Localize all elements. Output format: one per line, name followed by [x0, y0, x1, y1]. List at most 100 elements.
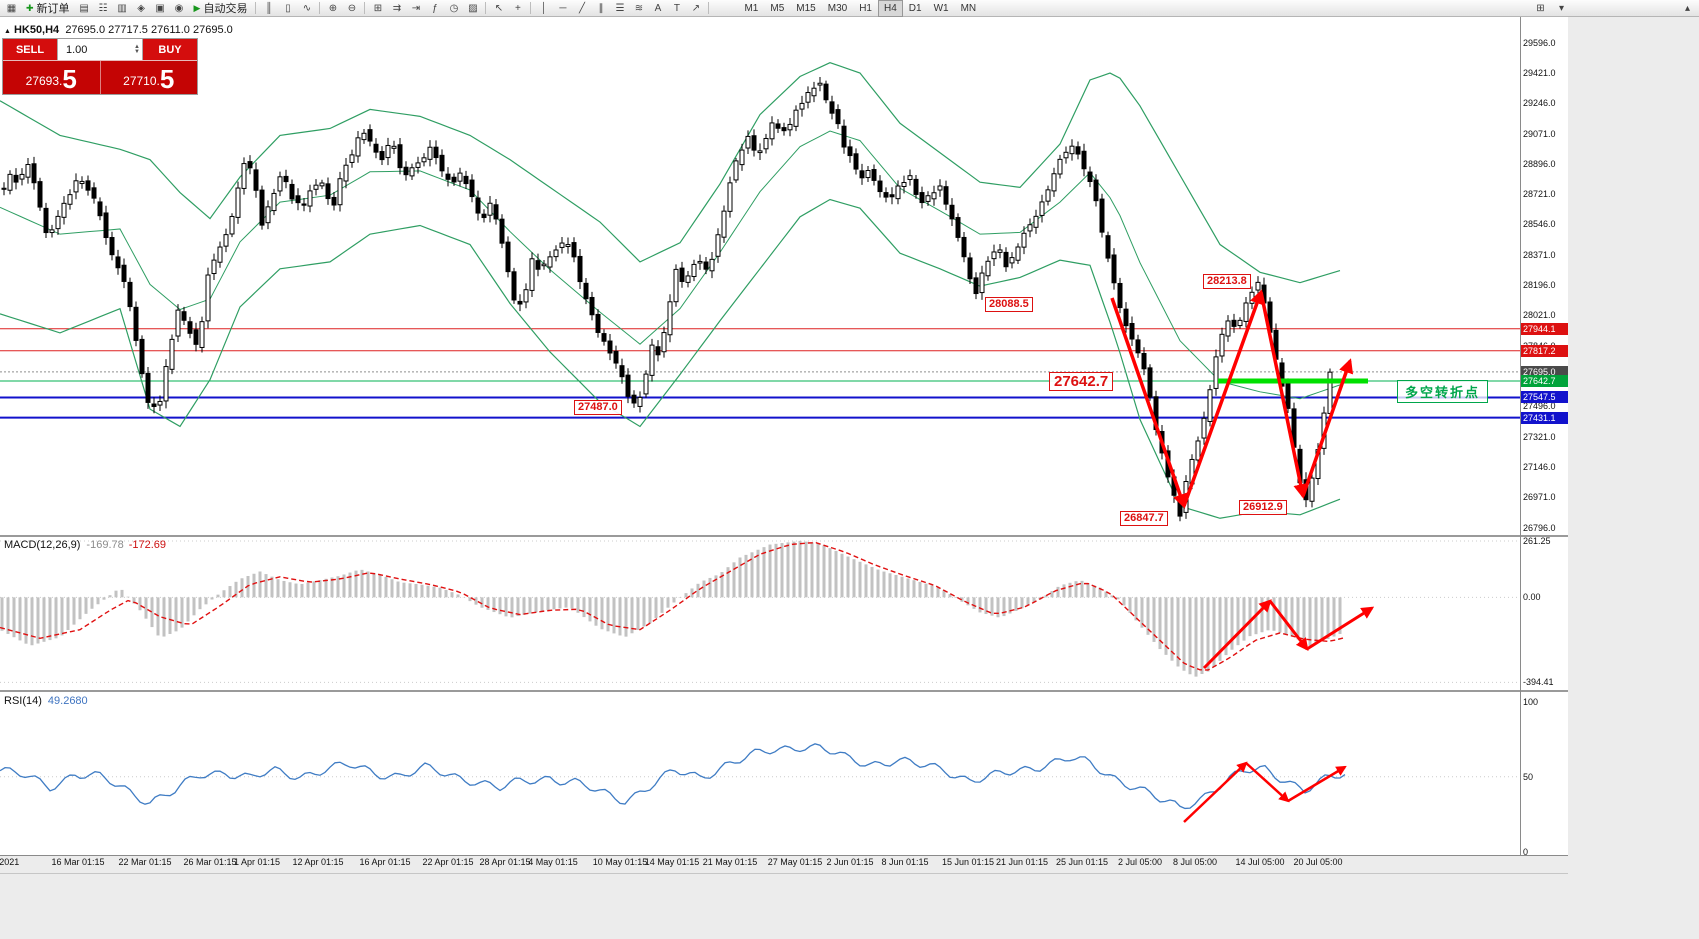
object-marker-icon: ▲: [4, 28, 11, 35]
templates-icon[interactable]: ▨: [468, 2, 478, 14]
profiles-icon[interactable]: ▤: [79, 2, 89, 14]
sell-button[interactable]: SELL: [3, 39, 57, 60]
price-annotation[interactable]: 27642.7: [1049, 372, 1114, 391]
sell-price[interactable]: 27693. 5: [3, 61, 100, 94]
zoom-out-icon[interactable]: ⊖: [347, 2, 357, 14]
price-tick-label: 27146.0: [1523, 461, 1556, 472]
toolbar-right-icons: ⊞ ▾: [1531, 1, 1571, 16]
auto-trading-button[interactable]: ▶ 自动交易: [189, 1, 253, 16]
market-watch-icon[interactable]: ☷: [98, 2, 108, 14]
ohlc-close: 27695.0: [192, 24, 233, 36]
timeframe-m15[interactable]: M15: [796, 2, 816, 14]
rsi-value: 49.2680: [47, 695, 88, 707]
macd-label: MACD(12,26,9) -169.78 -172.69: [4, 539, 166, 551]
price-annotation[interactable]: 28088.5: [985, 297, 1033, 312]
crosshair-icon[interactable]: +: [515, 2, 521, 14]
macd-value-2: -172.69: [128, 539, 167, 551]
chart-shift-icon[interactable]: ⇥: [411, 2, 421, 14]
time-label: 8 Jul 05:00: [1172, 857, 1218, 867]
text-icon[interactable]: A: [654, 2, 662, 14]
time-label: 15 Jun 01:15: [941, 857, 995, 867]
timeframe-m5[interactable]: M5: [770, 2, 785, 14]
sell-price-big-digit: 5: [62, 64, 77, 94]
chart-window-icon[interactable]: ▦: [6, 2, 17, 14]
time-label: 21 May 01:15: [702, 857, 758, 867]
new-order-button[interactable]: ✚ 新订单: [21, 1, 75, 16]
price-tick-label: 28021.0: [1523, 310, 1556, 321]
macd-panel[interactable]: [0, 537, 1568, 692]
macd-name: MACD(12,26,9): [4, 539, 81, 551]
buy-price[interactable]: 27710. 5: [99, 61, 197, 94]
time-label: 1 Apr 01:15: [233, 857, 281, 867]
rsi-panel[interactable]: [0, 692, 1568, 855]
timeframe-w1[interactable]: W1: [933, 2, 949, 14]
rsi-name: RSI(14): [4, 695, 42, 707]
price-tick-label: 26971.0: [1523, 492, 1556, 503]
sell-price-main: 27693.: [25, 74, 63, 88]
main-chart-area[interactable]: [0, 17, 1568, 537]
price-tick-label: 27321.0: [1523, 431, 1556, 442]
scroll-up-icon[interactable]: ▴: [1684, 3, 1691, 14]
text-label-icon[interactable]: T: [673, 2, 681, 14]
time-label: 12 Apr 01:15: [292, 857, 344, 867]
price-annotation[interactable]: 28213.8: [1203, 274, 1251, 289]
price-marker: 27817.2: [1521, 344, 1568, 357]
price-annotation[interactable]: 26847.7: [1120, 511, 1168, 526]
cycle-lines-icon[interactable]: ≋: [634, 2, 644, 14]
price-tick-label: 28371.0: [1523, 249, 1556, 260]
price-tick-label: 29071.0: [1523, 128, 1556, 139]
zoom-in-icon[interactable]: ⊕: [328, 2, 338, 14]
trendline-icon[interactable]: ╱: [578, 2, 585, 14]
more-options-icon[interactable]: ▾: [1558, 2, 1565, 14]
fibonacci-icon[interactable]: ☰: [615, 2, 625, 14]
time-label: 14 Jul 05:00: [1235, 857, 1285, 867]
navigator-icon[interactable]: ◈: [137, 2, 145, 14]
time-label: 2 Jun 01:15: [826, 857, 874, 867]
timeframe-h4[interactable]: H4: [877, 0, 903, 17]
horizontal-line-icon[interactable]: ─: [559, 2, 567, 14]
cursor-icon[interactable]: ↖: [494, 2, 504, 14]
bar-chart-icon[interactable]: ║: [265, 2, 273, 14]
data-window-icon[interactable]: ▥: [117, 2, 127, 14]
timeframe-d1[interactable]: D1: [908, 2, 922, 14]
toolbar-separator: [364, 2, 366, 14]
turning-point-label[interactable]: 多空转折点: [1397, 380, 1489, 403]
terminal-icon[interactable]: ▣: [155, 2, 165, 14]
dock-window-icon[interactable]: ⊞: [1536, 2, 1545, 14]
timeframe-m1[interactable]: M1: [744, 2, 759, 14]
timeframe-h1[interactable]: H1: [859, 2, 872, 14]
price-tick-label: 28896.0: [1523, 158, 1556, 169]
price-annotation[interactable]: 27487.0: [574, 400, 622, 415]
price-tick-label: 29246.0: [1523, 98, 1556, 109]
volume-stepper[interactable]: ▲ ▼: [134, 43, 140, 55]
symbol-name: HK50,H4: [13, 24, 60, 36]
timeframe-mn[interactable]: MN: [960, 2, 977, 14]
rsi-axis-label: 0: [1523, 846, 1529, 857]
price-axis-border: [1520, 17, 1521, 855]
volume-up-icon[interactable]: ▲: [134, 43, 140, 50]
arrows-tool-icon[interactable]: ↗: [691, 2, 701, 14]
price-tick-label: 29421.0: [1523, 67, 1556, 78]
strategy-tester-icon[interactable]: ◉: [174, 2, 184, 14]
indicators-icon[interactable]: ƒ: [432, 2, 438, 14]
channel-icon[interactable]: ∥: [598, 2, 604, 14]
macd-axis-label: 261.25: [1523, 536, 1551, 547]
volume-down-icon[interactable]: ▼: [134, 48, 140, 55]
new-order-button-label: 新订单: [36, 3, 70, 15]
periods-icon[interactable]: ◷: [449, 2, 459, 14]
line-chart-icon[interactable]: ∿: [302, 2, 312, 14]
candlestick-chart-icon[interactable]: ▯: [285, 2, 291, 14]
time-label: 21 Jun 01:15: [995, 857, 1049, 867]
price-tick-label: 29596.0: [1523, 37, 1556, 48]
price-tick-label: 26796.0: [1523, 522, 1556, 533]
price-annotation[interactable]: 26912.9: [1239, 500, 1287, 515]
rsi-axis-label: 50: [1523, 771, 1534, 782]
timeframe-m30[interactable]: M30: [827, 2, 848, 14]
toolbar-separator: [708, 2, 710, 14]
auto-scroll-icon[interactable]: ⇉: [392, 2, 402, 14]
time-label: 27 May 01:15: [767, 857, 823, 867]
vertical-line-icon[interactable]: │: [540, 2, 548, 14]
buy-button[interactable]: BUY: [143, 39, 197, 60]
volume-input[interactable]: 1.00 ▲ ▼: [57, 39, 143, 60]
tile-windows-icon[interactable]: ⊞: [373, 2, 383, 14]
